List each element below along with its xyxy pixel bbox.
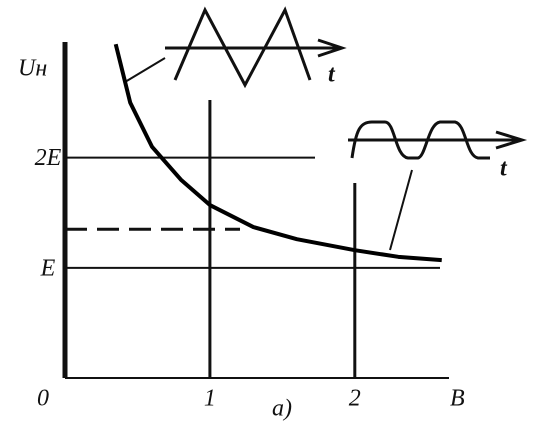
y-tick-label: 2E [35,145,62,171]
triangle-wave [173,6,312,89]
square-wave-inset [348,120,528,251]
data-line [113,43,442,263]
time-label: t [328,62,336,88]
arrow-head [495,130,528,150]
figure-label: a) [272,396,292,422]
time-label: t [500,156,508,182]
y-axis-label: Uн [18,56,47,82]
x-tick-label: 0 [37,386,49,412]
leader-line [124,57,166,83]
x-tick-label: 1 [204,386,216,412]
y-tick-label: E [40,255,56,281]
x-tick-label: 2 [349,386,361,412]
arrow-head [317,38,347,58]
triangle-wave-inset [124,6,347,89]
square-wave [350,120,490,160]
leader-line [389,169,413,251]
x-axis-label: B [450,386,465,412]
